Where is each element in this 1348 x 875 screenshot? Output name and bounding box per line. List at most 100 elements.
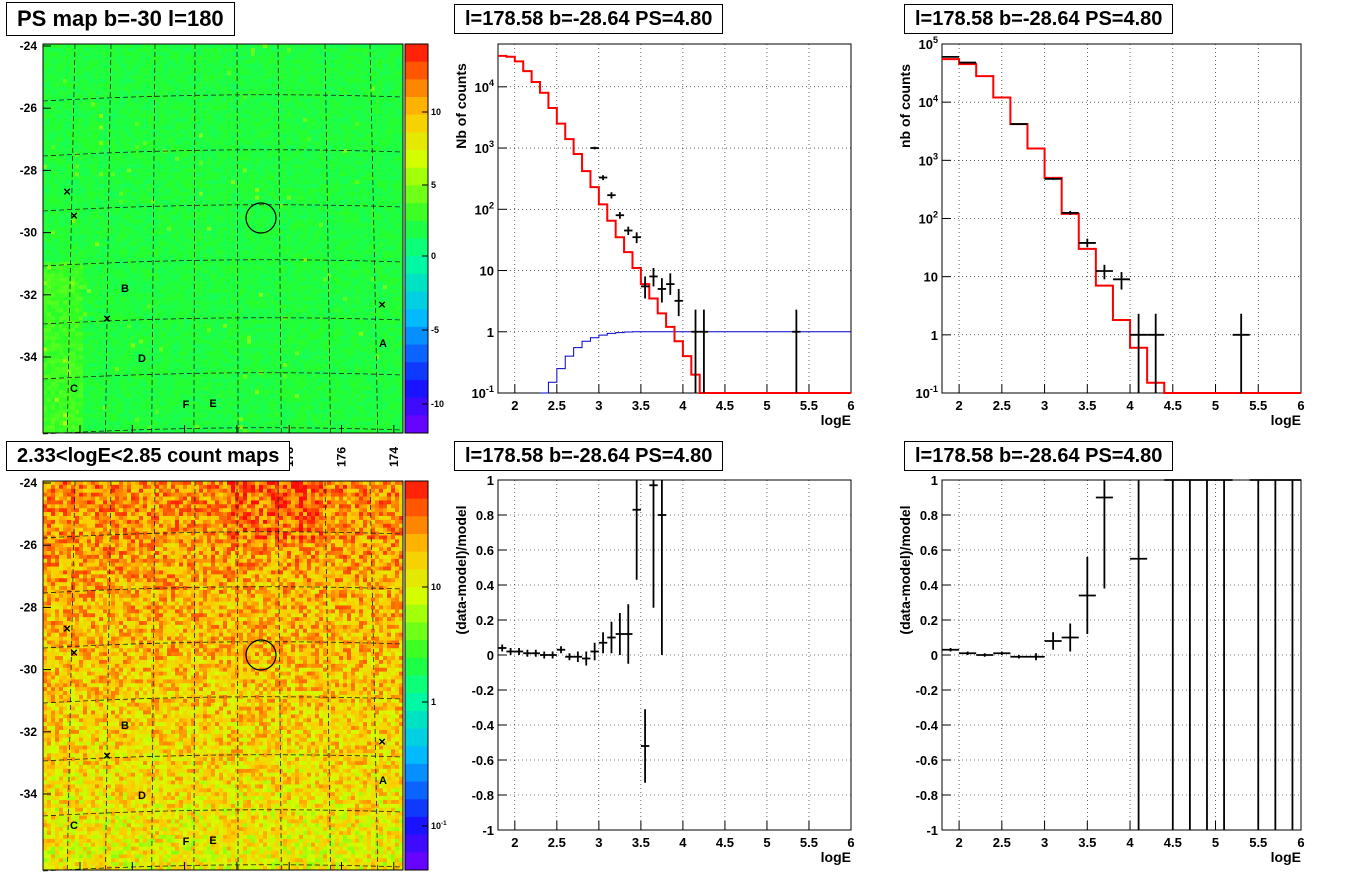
colorbar-swatch <box>405 132 428 151</box>
plot-frame <box>497 43 852 394</box>
x-axis-label: logE <box>821 849 851 865</box>
source-label-d: D <box>138 353 146 365</box>
map-grid-line <box>42 809 404 817</box>
y-tick-label: 10 <box>924 270 938 285</box>
source-marker: × <box>103 748 111 763</box>
colorbar-swatch <box>405 657 428 676</box>
y-axis-label: (data-model)/model <box>453 505 469 634</box>
plot-area <box>942 480 1301 830</box>
y-tick-label: 103 <box>474 139 494 156</box>
source-marker: × <box>378 297 386 312</box>
map-grid-line <box>42 864 404 872</box>
map-grid-line <box>42 372 404 380</box>
x-tick-label: 4 <box>679 398 687 413</box>
colorbar-tick-label: -5 <box>431 325 439 335</box>
x-tick-label: 5 <box>1212 835 1219 850</box>
colorbar-swatch <box>405 379 428 399</box>
colorbar-swatch <box>405 693 428 712</box>
colorbar-swatch <box>405 344 428 363</box>
colorbar-swatch <box>405 150 428 169</box>
x-tick-label: 3.5 <box>632 835 650 850</box>
map-grid-line <box>42 204 404 212</box>
map-y-tick-label: -32 <box>20 725 38 739</box>
colorbar-swatch <box>405 516 428 535</box>
plot-frame <box>941 479 1302 831</box>
x-tick-label: 3 <box>1041 398 1048 413</box>
plot-area <box>942 44 1301 393</box>
spectrum-top-title: l=178.58 b=-28.64 PS=4.80 <box>454 4 724 34</box>
x-tick-label: 2 <box>511 835 518 850</box>
map-grid-line <box>42 149 404 157</box>
colorbar-tick-label: -10 <box>431 399 444 409</box>
colorbar-swatch <box>405 640 428 659</box>
map-y-tick-label: -30 <box>20 226 38 240</box>
target-circle <box>245 202 277 234</box>
colorbar-tick-label: 1 <box>431 697 436 707</box>
colorbar-tick-label: 10-1 <box>431 820 447 831</box>
spectrum-top-right-title: l=178.58 b=-28.64 PS=4.80 <box>904 4 1174 34</box>
colorbar-swatch <box>405 397 428 416</box>
y-tick-label: 1 <box>931 328 938 343</box>
y-tick-label: 0.6 <box>920 543 938 558</box>
x-tick-label: 2.5 <box>548 398 566 413</box>
colorbar-swatch <box>405 569 428 588</box>
map-grid-line <box>42 94 404 102</box>
map-cells-map_bottom <box>43 481 404 871</box>
colorbar-swatch <box>405 203 428 222</box>
y-tick-label: 10-1 <box>915 384 938 401</box>
map-grid-line <box>42 317 404 325</box>
x-tick-label: 4.5 <box>1164 398 1182 413</box>
y-axis-label: Nb of counts <box>453 63 469 149</box>
x-tick-label: 4.5 <box>716 835 734 850</box>
colorbar-swatch <box>405 551 428 570</box>
y-tick-label: -0.4 <box>916 718 939 733</box>
y-tick-label: 102 <box>918 210 938 227</box>
map-grid-line <box>42 586 404 594</box>
colorbar-swatch <box>405 834 428 853</box>
source-label-a: A <box>379 775 387 787</box>
colorbar-tick-label: 5 <box>431 180 436 190</box>
x-tick-label: 4.5 <box>1164 835 1182 850</box>
map-grid-line <box>42 531 404 539</box>
map-grid-line <box>277 480 282 871</box>
x-tick-label: 6 <box>1297 398 1304 413</box>
colorbar <box>405 44 428 434</box>
map-y-tick-label: -32 <box>20 288 38 302</box>
y-tick-label: 0.8 <box>476 508 494 523</box>
map-bottom-title: 2.33<logE<2.85 count maps <box>6 441 291 471</box>
colorbar-swatch <box>405 604 428 623</box>
colorbar-swatch <box>405 309 428 328</box>
y-tick-label: 0 <box>931 648 938 663</box>
map-grid-line <box>42 696 404 704</box>
y-tick-label: -0.2 <box>472 683 494 698</box>
map-grid-line <box>324 480 331 871</box>
x-tick-label: 3.5 <box>1078 835 1096 850</box>
source-label-f: F <box>183 836 190 848</box>
colorbar-swatch <box>405 481 428 500</box>
y-tick-label: 0.4 <box>920 578 939 593</box>
source-label-d: D <box>138 790 146 802</box>
map-grid-line <box>193 480 196 871</box>
y-tick-label: 10 <box>480 264 494 279</box>
y-tick-label: 104 <box>474 78 494 95</box>
x-tick-label: 5.5 <box>1249 835 1267 850</box>
residual-right-title: l=178.58 b=-28.64 PS=4.80 <box>904 441 1174 471</box>
y-tick-label: 103 <box>918 151 938 168</box>
colorbar <box>405 481 428 871</box>
colorbar-swatch <box>405 710 428 729</box>
colorbar-frame <box>404 480 429 871</box>
y-tick-label: -0.4 <box>472 718 495 733</box>
x-tick-label: 4.5 <box>716 398 734 413</box>
x-tick-label: 2.5 <box>548 835 566 850</box>
target-circle <box>245 639 277 671</box>
colorbar-swatch <box>405 79 428 98</box>
x-tick-label: 3.5 <box>632 398 650 413</box>
colorbar-swatch <box>405 220 428 239</box>
map-y-tick-label: -30 <box>20 663 38 677</box>
colorbar-swatch <box>405 534 428 553</box>
map-grid-line <box>66 480 76 871</box>
source-marker: × <box>378 734 386 749</box>
source-label-c: C <box>70 820 78 832</box>
source-marker: × <box>103 311 111 326</box>
map-grid-line <box>105 480 112 871</box>
